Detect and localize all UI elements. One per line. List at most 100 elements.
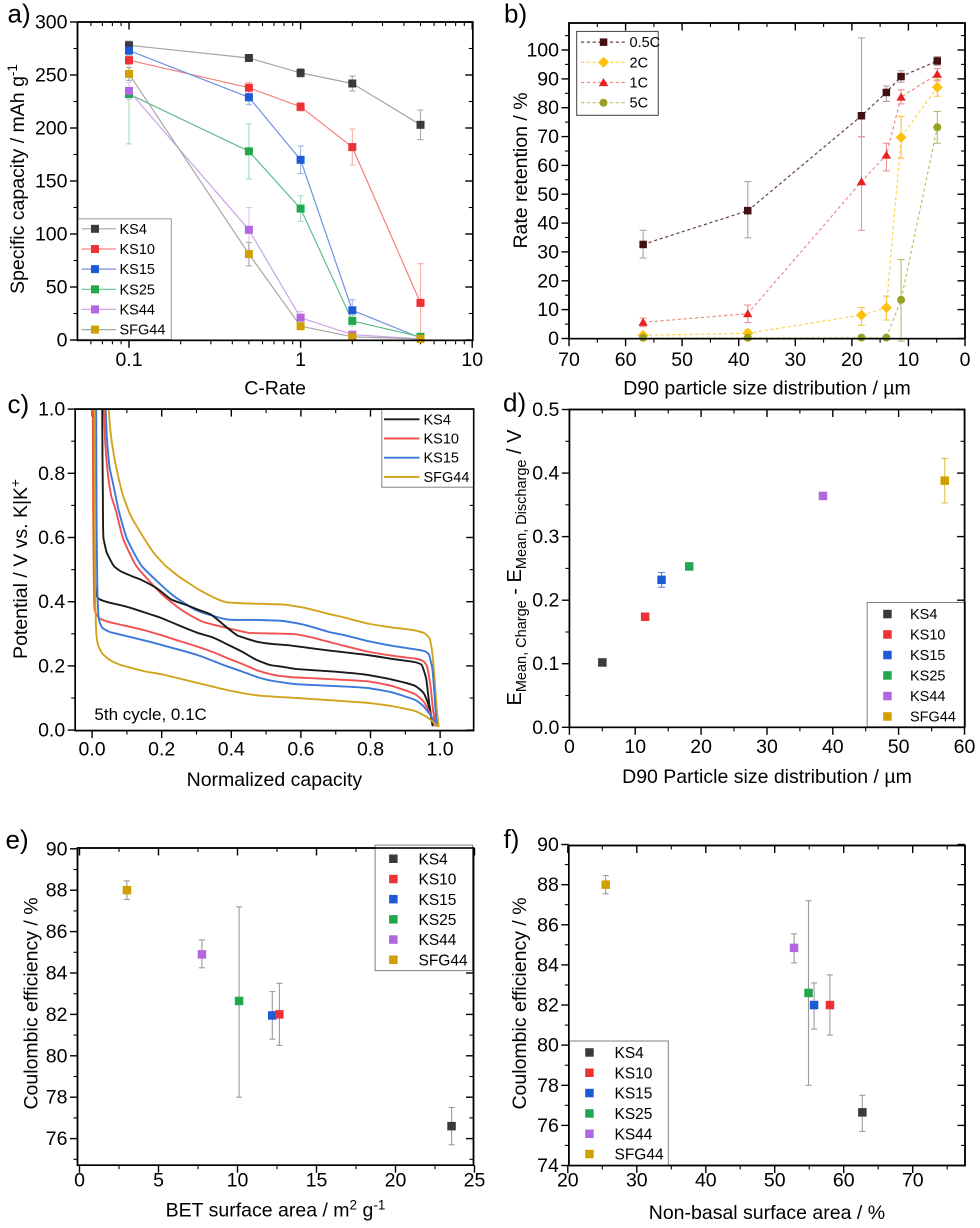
svg-text:0: 0	[564, 736, 575, 758]
svg-text:Non-basal surface area / %: Non-basal surface area / %	[649, 1202, 885, 1224]
svg-text:BET surface area / m2 g-1: BET surface area / m2 g-1	[166, 1198, 386, 1222]
svg-text:10: 10	[537, 299, 559, 321]
svg-text:30: 30	[626, 1170, 648, 1192]
svg-text:20: 20	[841, 349, 863, 371]
svg-text:0.4: 0.4	[38, 591, 65, 613]
svg-text:40: 40	[728, 349, 750, 371]
svg-text:0.0: 0.0	[38, 720, 65, 742]
svg-text:60: 60	[537, 155, 559, 177]
svg-text:KS10: KS10	[424, 432, 459, 448]
svg-text:0: 0	[74, 1170, 85, 1192]
svg-text:10: 10	[624, 736, 646, 758]
svg-text:40: 40	[537, 213, 559, 235]
svg-text:KS4: KS4	[615, 1045, 645, 1062]
svg-text:b): b)	[504, 0, 527, 28]
svg-text:30: 30	[537, 241, 559, 263]
svg-text:150: 150	[35, 171, 68, 193]
svg-text:100: 100	[526, 40, 559, 62]
svg-text:30: 30	[756, 736, 778, 758]
svg-text:0: 0	[548, 328, 559, 350]
svg-text:10: 10	[461, 349, 483, 371]
svg-text:60: 60	[615, 349, 637, 371]
svg-text:KS10: KS10	[615, 1065, 653, 1082]
svg-text:KS25: KS25	[120, 282, 155, 298]
svg-text:30: 30	[784, 349, 806, 371]
svg-text:SFG44: SFG44	[910, 710, 956, 726]
svg-text:KS15: KS15	[120, 262, 155, 278]
svg-text:KS25: KS25	[615, 1106, 653, 1123]
svg-text:90: 90	[537, 68, 559, 90]
svg-text:300: 300	[35, 12, 68, 34]
svg-text:74: 74	[537, 1155, 559, 1177]
svg-text:0: 0	[57, 330, 68, 352]
svg-text:KS15: KS15	[419, 892, 457, 909]
svg-text:Coulombic efficiency / %: Coulombic efficiency / %	[509, 897, 531, 1109]
svg-text:84: 84	[537, 954, 559, 976]
svg-text:KS25: KS25	[419, 912, 457, 929]
svg-text:KS44: KS44	[910, 689, 945, 705]
svg-text:200: 200	[35, 118, 68, 140]
svg-text:2C: 2C	[630, 55, 649, 71]
svg-text:0.1: 0.1	[532, 653, 559, 675]
svg-text:0.4: 0.4	[218, 739, 245, 761]
svg-text:0.6: 0.6	[38, 527, 65, 549]
svg-text:0.5: 0.5	[532, 399, 559, 421]
svg-text:50: 50	[764, 1170, 786, 1192]
svg-text:KS15: KS15	[615, 1086, 653, 1103]
svg-text:40: 40	[822, 736, 844, 758]
svg-text:0.2: 0.2	[148, 739, 175, 761]
svg-text:f): f)	[504, 824, 520, 854]
svg-text:0.6: 0.6	[287, 739, 314, 761]
svg-text:20: 20	[557, 1170, 579, 1192]
svg-text:0.8: 0.8	[38, 463, 65, 485]
svg-text:KS4: KS4	[424, 412, 451, 428]
svg-text:KS10: KS10	[910, 628, 945, 644]
svg-text:84: 84	[46, 963, 68, 985]
svg-text:C-Rate: C-Rate	[244, 378, 306, 400]
svg-text:KS4: KS4	[419, 851, 449, 868]
svg-text:25: 25	[464, 1170, 486, 1192]
svg-text:SFG44: SFG44	[120, 323, 166, 339]
svg-text:60: 60	[833, 1170, 855, 1192]
svg-text:70: 70	[558, 349, 580, 371]
svg-text:KS10: KS10	[120, 242, 155, 258]
svg-text:KS44: KS44	[419, 932, 457, 949]
svg-text:0.0: 0.0	[532, 717, 559, 739]
svg-text:90: 90	[46, 838, 68, 860]
svg-text:SFG44: SFG44	[419, 952, 468, 969]
svg-text:SFG44: SFG44	[424, 470, 470, 486]
svg-text:80: 80	[537, 97, 559, 119]
svg-text:c): c)	[8, 389, 30, 419]
svg-text:5th cycle, 0.1C: 5th cycle, 0.1C	[94, 705, 206, 724]
svg-text:10: 10	[227, 1170, 249, 1192]
svg-text:KS25: KS25	[910, 669, 945, 685]
svg-text:e): e)	[6, 825, 29, 855]
svg-text:60: 60	[954, 736, 976, 758]
svg-text:80: 80	[537, 1035, 559, 1057]
svg-text:0.3: 0.3	[532, 526, 559, 548]
svg-text:Rate retention / %: Rate retention / %	[510, 92, 532, 248]
svg-text:0.5C: 0.5C	[630, 35, 661, 51]
svg-text:50: 50	[46, 277, 68, 299]
svg-text:40: 40	[695, 1170, 717, 1192]
svg-text:88: 88	[537, 874, 559, 896]
svg-text:5C: 5C	[630, 96, 649, 112]
svg-text:0.0: 0.0	[79, 739, 106, 761]
svg-text:20: 20	[690, 736, 712, 758]
svg-text:20: 20	[537, 270, 559, 292]
svg-text:76: 76	[46, 1128, 68, 1150]
svg-text:50: 50	[888, 736, 910, 758]
svg-text:78: 78	[537, 1075, 559, 1097]
svg-text:82: 82	[537, 995, 559, 1017]
svg-text:0.1: 0.1	[115, 349, 142, 371]
svg-text:50: 50	[537, 184, 559, 206]
svg-text:1: 1	[295, 349, 306, 371]
svg-text:KS44: KS44	[615, 1126, 653, 1143]
svg-text:90: 90	[537, 834, 559, 856]
svg-text:78: 78	[46, 1087, 68, 1109]
svg-text:76: 76	[537, 1115, 559, 1137]
svg-text:20: 20	[385, 1170, 407, 1192]
svg-text:70: 70	[537, 126, 559, 148]
svg-text:KS10: KS10	[419, 872, 457, 889]
svg-text:D90 particle size distribution: D90 particle size distribution / µm	[623, 378, 911, 400]
